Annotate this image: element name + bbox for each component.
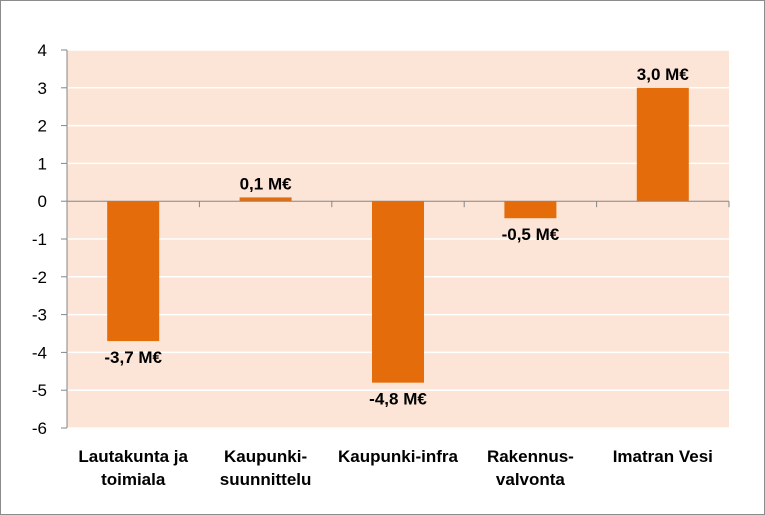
bars: [107, 87, 689, 383]
bar: [636, 87, 689, 202]
category-label: Rakennus-valvonta: [487, 447, 574, 489]
y-tick-label: 3: [38, 79, 47, 98]
y-tick-label: 1: [38, 154, 47, 173]
data-label: 0,1 M€: [240, 174, 293, 193]
data-label: -4,8 M€: [369, 390, 427, 409]
y-tick-label: -2: [32, 268, 47, 287]
data-label: -3,7 M€: [104, 348, 162, 367]
category-label: Imatran Vesi: [613, 447, 713, 466]
y-tick-label: 0: [38, 192, 47, 211]
y-tick-label: -4: [32, 343, 47, 362]
bar: [239, 197, 292, 202]
y-tick-label: -3: [32, 306, 47, 325]
bar: [372, 201, 424, 383]
y-tick-label: -6: [32, 419, 47, 438]
data-label: 3,0 M€: [637, 65, 690, 84]
y-tick-label: 4: [38, 41, 47, 60]
y-tick-label: 2: [38, 117, 47, 136]
data-label: -0,5 M€: [502, 225, 560, 244]
bar: [107, 201, 160, 342]
y-tick-labels: 4 3 2 1 0 -1 -2 -3 -4 -5 -6: [32, 41, 47, 438]
category-label: Kaupunki-infra: [338, 447, 458, 466]
data-labels: -3,7 M€ 0,1 M€ -4,8 M€ -0,5 M€ 3,0 M€: [104, 65, 689, 409]
category-labels: Lautakunta ja toimiala Kaupunki-suunnittel…: [78, 447, 712, 489]
category-label: Kaupunki-suunnittelu: [220, 447, 312, 489]
y-tick-label: -1: [32, 230, 47, 249]
category-label: Lautakunta ja toimiala: [78, 447, 188, 489]
y-tick-label: -5: [32, 381, 47, 400]
axes: [61, 49, 730, 429]
bar: [504, 201, 557, 219]
